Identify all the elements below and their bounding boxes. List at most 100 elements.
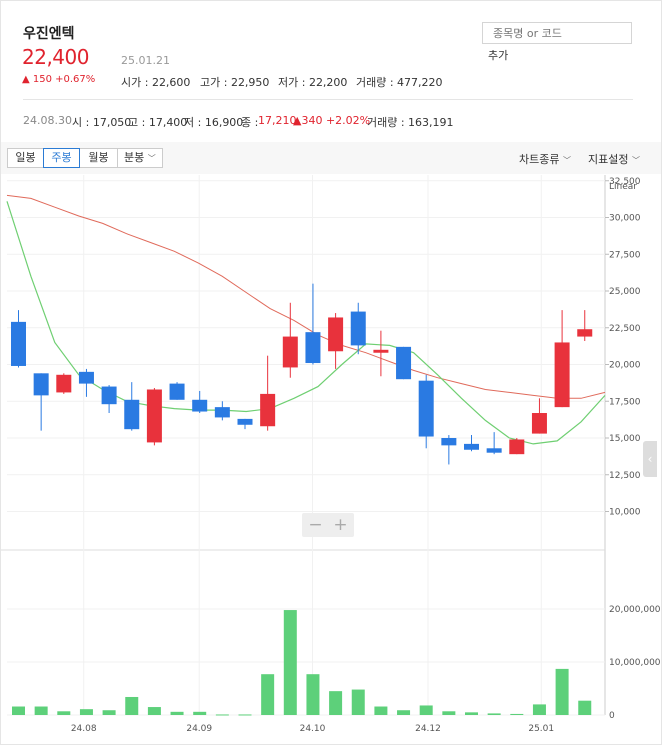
stock-name: 우진엔텍 bbox=[23, 26, 75, 42]
price-tick-label: 17,500 bbox=[609, 397, 641, 407]
divider bbox=[23, 99, 633, 100]
side-panel-toggle[interactable]: ‹ bbox=[643, 441, 657, 477]
volume-bar bbox=[351, 689, 365, 715]
volume-bar bbox=[374, 706, 388, 715]
candle-body bbox=[56, 374, 72, 393]
volume-bar bbox=[419, 705, 433, 715]
high-price: 고가 : 22,950 bbox=[200, 76, 270, 89]
hover-low: 저 : 16,900 bbox=[184, 116, 244, 129]
add-button[interactable]: 추가 bbox=[488, 49, 509, 62]
volume-tick-label: 20,000,000 bbox=[609, 605, 661, 615]
x-tick-label: 24.10 bbox=[300, 724, 326, 734]
hover-close-label: 종 : bbox=[241, 116, 259, 129]
stock-search-input[interactable] bbox=[482, 22, 632, 44]
low-price: 저가 : 22,200 bbox=[278, 76, 348, 89]
chevron-down-icon: ﹀ bbox=[147, 154, 156, 163]
price-tick-label: 25,000 bbox=[609, 287, 641, 297]
hover-high: 고 : 17,400 bbox=[128, 116, 188, 129]
candle-body bbox=[486, 448, 502, 453]
candle-body bbox=[418, 380, 434, 437]
candle-body bbox=[396, 346, 412, 380]
volume-bar bbox=[57, 711, 71, 715]
candle-body bbox=[11, 321, 26, 366]
chart-type-dropdown[interactable]: 차트종류 ﹀ bbox=[519, 151, 571, 167]
volume-bar bbox=[397, 710, 411, 715]
volume-bar bbox=[102, 710, 116, 715]
candle-body bbox=[192, 399, 208, 412]
volume-bar bbox=[170, 711, 184, 715]
indicator-dropdown[interactable]: 지표설정 ﹀ bbox=[588, 151, 640, 167]
volume-bar bbox=[215, 714, 229, 716]
candle-body bbox=[305, 332, 321, 364]
volume-bar bbox=[578, 700, 592, 715]
period-minute-label: 분봉 bbox=[124, 151, 145, 164]
price-tick-label: 22,500 bbox=[609, 324, 641, 334]
ma-long-line bbox=[6, 194, 606, 399]
current-price: 22,400 bbox=[22, 45, 89, 69]
hover-date: 24.08.30 bbox=[23, 114, 72, 127]
volume-bar bbox=[510, 713, 524, 715]
volume-bar bbox=[306, 674, 320, 715]
indicator-label: 지표설정 bbox=[588, 153, 629, 166]
volume-bar bbox=[487, 713, 501, 715]
volume-tick-label: 10,000,000 bbox=[609, 658, 661, 668]
candle-body bbox=[509, 439, 525, 455]
volume-bar bbox=[12, 706, 25, 715]
candle-body bbox=[350, 311, 366, 346]
candle-body bbox=[464, 443, 479, 450]
candle-body bbox=[441, 438, 457, 446]
volume-tick-label: 0 bbox=[609, 711, 615, 721]
x-tick-label: 24.09 bbox=[186, 724, 212, 734]
price-tick-label: 12,500 bbox=[609, 471, 641, 481]
zoom-out-icon[interactable]: − bbox=[308, 515, 323, 535]
volume-bar bbox=[34, 706, 48, 715]
ma-short-line bbox=[6, 201, 606, 445]
x-tick-label: 24.12 bbox=[415, 724, 441, 734]
quote-date: 25.01.21 bbox=[121, 54, 170, 67]
hover-close-value: 17,210 bbox=[258, 114, 297, 127]
chevron-down-icon: ﹀ bbox=[631, 156, 640, 165]
candle-body bbox=[260, 393, 276, 427]
volume-bar bbox=[329, 691, 343, 715]
x-tick-label: 25.01 bbox=[528, 724, 554, 734]
price-tick-label: 27,500 bbox=[609, 250, 641, 260]
volume-bar bbox=[555, 668, 569, 715]
price-tick-label: 15,000 bbox=[609, 434, 641, 444]
price-tick-label: 32,500 bbox=[609, 177, 641, 187]
candle-body bbox=[146, 389, 162, 443]
volume-bar bbox=[532, 704, 546, 715]
period-minute-dropdown[interactable]: 분봉 ﹀ bbox=[117, 148, 163, 168]
chevron-left-icon: ‹ bbox=[647, 452, 653, 466]
volume-total: 거래량 : 477,220 bbox=[356, 76, 443, 89]
candle-body bbox=[328, 317, 344, 352]
price-change: ▲ 150 +0.67% bbox=[22, 74, 96, 85]
period-weekly-button[interactable]: 주봉 bbox=[43, 148, 80, 168]
hover-volume: 거래량 : 163,191 bbox=[367, 116, 454, 129]
candle-body bbox=[531, 413, 547, 434]
zoom-control: − + bbox=[302, 513, 354, 537]
hover-open: 시 : 17,050 bbox=[72, 116, 132, 129]
open-price: 시가 : 22,600 bbox=[121, 76, 191, 89]
price-tick-label: 30,000 bbox=[609, 214, 641, 224]
period-monthly-button[interactable]: 월봉 bbox=[79, 148, 118, 168]
hover-change: ▲340 +2.02% bbox=[293, 114, 371, 127]
candle-body bbox=[373, 349, 389, 353]
volume-bar bbox=[261, 674, 275, 715]
volume-bar bbox=[465, 712, 478, 715]
scale-label: Linear bbox=[609, 182, 637, 192]
candle-body bbox=[577, 329, 593, 337]
chevron-down-icon: ﹀ bbox=[562, 156, 571, 165]
volume-bar bbox=[193, 711, 207, 715]
zoom-in-icon[interactable]: + bbox=[333, 515, 348, 535]
period-daily-button[interactable]: 일봉 bbox=[7, 148, 44, 168]
volume-bar bbox=[442, 711, 456, 715]
price-tick-label: 20,000 bbox=[609, 361, 641, 371]
candle-body bbox=[124, 399, 140, 430]
candle-body bbox=[282, 336, 298, 368]
candle-body bbox=[101, 386, 117, 405]
candle-body bbox=[78, 371, 94, 384]
candle-body bbox=[237, 418, 253, 425]
candle-body bbox=[169, 383, 185, 400]
